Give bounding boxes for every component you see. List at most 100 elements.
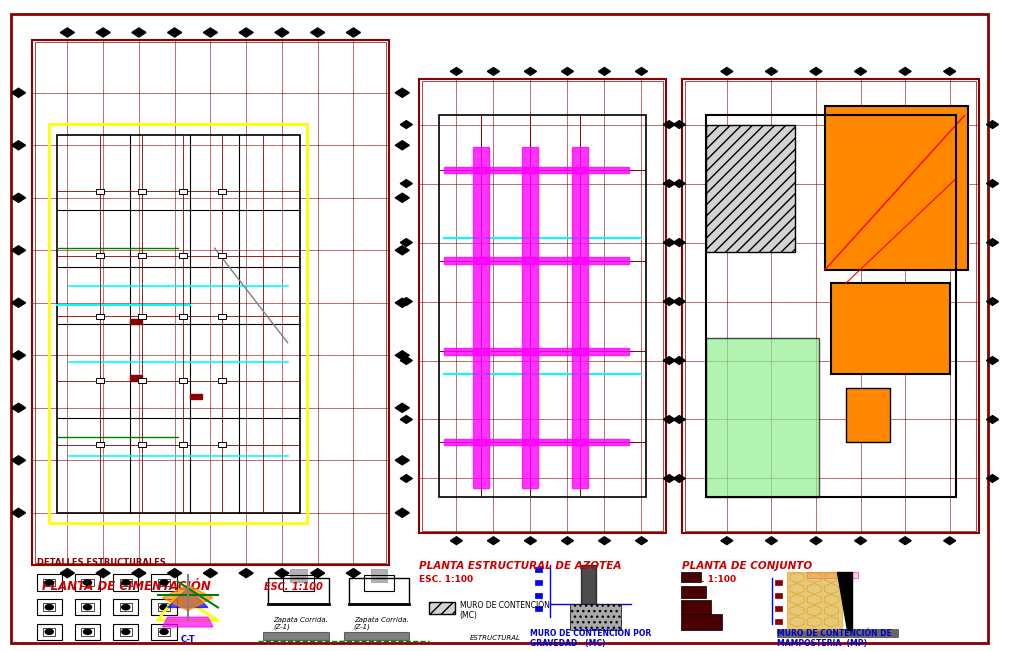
Bar	[364, 575, 394, 591]
Polygon shape	[562, 68, 574, 76]
Bar	[179, 442, 187, 447]
Bar	[75, 574, 100, 590]
Polygon shape	[400, 120, 412, 128]
Polygon shape	[132, 568, 145, 577]
Bar	[57, 135, 300, 513]
Polygon shape	[11, 403, 25, 412]
Bar	[284, 575, 314, 591]
Bar	[113, 574, 138, 590]
Polygon shape	[395, 193, 409, 202]
Polygon shape	[132, 28, 145, 37]
Polygon shape	[163, 585, 213, 611]
Bar	[34, 42, 386, 563]
Bar	[43, 628, 56, 635]
Bar	[706, 115, 955, 497]
Polygon shape	[854, 68, 867, 76]
Polygon shape	[766, 537, 778, 545]
Bar	[429, 602, 454, 614]
Polygon shape	[400, 239, 412, 247]
Bar	[36, 624, 62, 640]
Polygon shape	[674, 475, 686, 482]
Bar	[75, 624, 100, 640]
Bar	[152, 599, 177, 615]
Polygon shape	[203, 568, 217, 577]
Polygon shape	[664, 298, 676, 305]
Bar	[264, 632, 328, 640]
Bar	[179, 189, 187, 194]
Circle shape	[84, 630, 92, 634]
Polygon shape	[664, 475, 676, 482]
Bar	[683, 79, 980, 533]
Polygon shape	[987, 475, 999, 482]
Bar	[807, 572, 857, 578]
Circle shape	[84, 605, 92, 610]
Polygon shape	[400, 180, 412, 187]
Polygon shape	[674, 357, 686, 365]
Bar	[113, 624, 138, 640]
Polygon shape	[943, 537, 955, 545]
Polygon shape	[450, 537, 463, 545]
Bar	[522, 147, 538, 488]
Text: DETALLES ESTRUCTURALES: DETALLES ESTRUCTURALES	[36, 559, 166, 567]
Bar	[49, 124, 307, 523]
Polygon shape	[395, 298, 409, 307]
Polygon shape	[562, 537, 574, 545]
Polygon shape	[168, 568, 182, 577]
Bar	[575, 348, 585, 355]
Circle shape	[122, 605, 130, 610]
Bar	[775, 619, 782, 624]
Text: PLANTA ESTRUCTURAL DE AZOTEA: PLANTA ESTRUCTURAL DE AZOTEA	[419, 561, 622, 570]
Bar	[137, 253, 145, 258]
Text: ESC. 1:100: ESC. 1:100	[683, 575, 736, 583]
Polygon shape	[598, 537, 610, 545]
Bar	[190, 395, 202, 400]
Bar	[343, 632, 409, 640]
Bar	[82, 579, 94, 587]
Bar	[686, 81, 977, 531]
Text: MURO DE CONTENCIÓN
(MC): MURO DE CONTENCIÓN (MC)	[460, 601, 549, 620]
Polygon shape	[674, 298, 686, 305]
Polygon shape	[664, 120, 676, 128]
Bar	[572, 147, 588, 488]
Polygon shape	[488, 537, 500, 545]
Text: ESTRUCTURAL: ESTRUCTURAL	[470, 635, 520, 641]
Polygon shape	[11, 508, 25, 518]
Bar	[137, 378, 145, 383]
Bar	[179, 253, 187, 258]
Polygon shape	[400, 298, 412, 305]
Bar	[777, 629, 898, 637]
Polygon shape	[395, 89, 409, 98]
Polygon shape	[635, 68, 647, 76]
Circle shape	[160, 605, 168, 610]
Bar	[775, 606, 782, 611]
Bar	[75, 599, 100, 615]
Polygon shape	[400, 357, 412, 365]
Bar	[218, 253, 226, 258]
Polygon shape	[766, 68, 778, 76]
Bar	[158, 579, 170, 587]
Polygon shape	[168, 588, 208, 607]
Bar	[371, 568, 387, 581]
Polygon shape	[203, 28, 217, 37]
Bar	[152, 624, 177, 640]
Polygon shape	[311, 28, 324, 37]
Bar	[179, 378, 187, 383]
Polygon shape	[674, 239, 686, 247]
Bar	[96, 189, 104, 194]
Polygon shape	[987, 298, 999, 305]
Polygon shape	[11, 193, 25, 202]
Bar	[444, 167, 629, 173]
Bar	[535, 567, 542, 572]
Polygon shape	[674, 415, 686, 423]
Bar	[525, 257, 535, 264]
Bar	[348, 578, 409, 604]
Polygon shape	[721, 537, 733, 545]
Bar	[775, 593, 782, 598]
Polygon shape	[395, 351, 409, 360]
Bar	[36, 574, 62, 590]
Polygon shape	[239, 28, 254, 37]
Bar	[682, 572, 701, 581]
Bar	[444, 439, 629, 445]
Bar	[682, 586, 706, 598]
Bar	[706, 338, 819, 497]
